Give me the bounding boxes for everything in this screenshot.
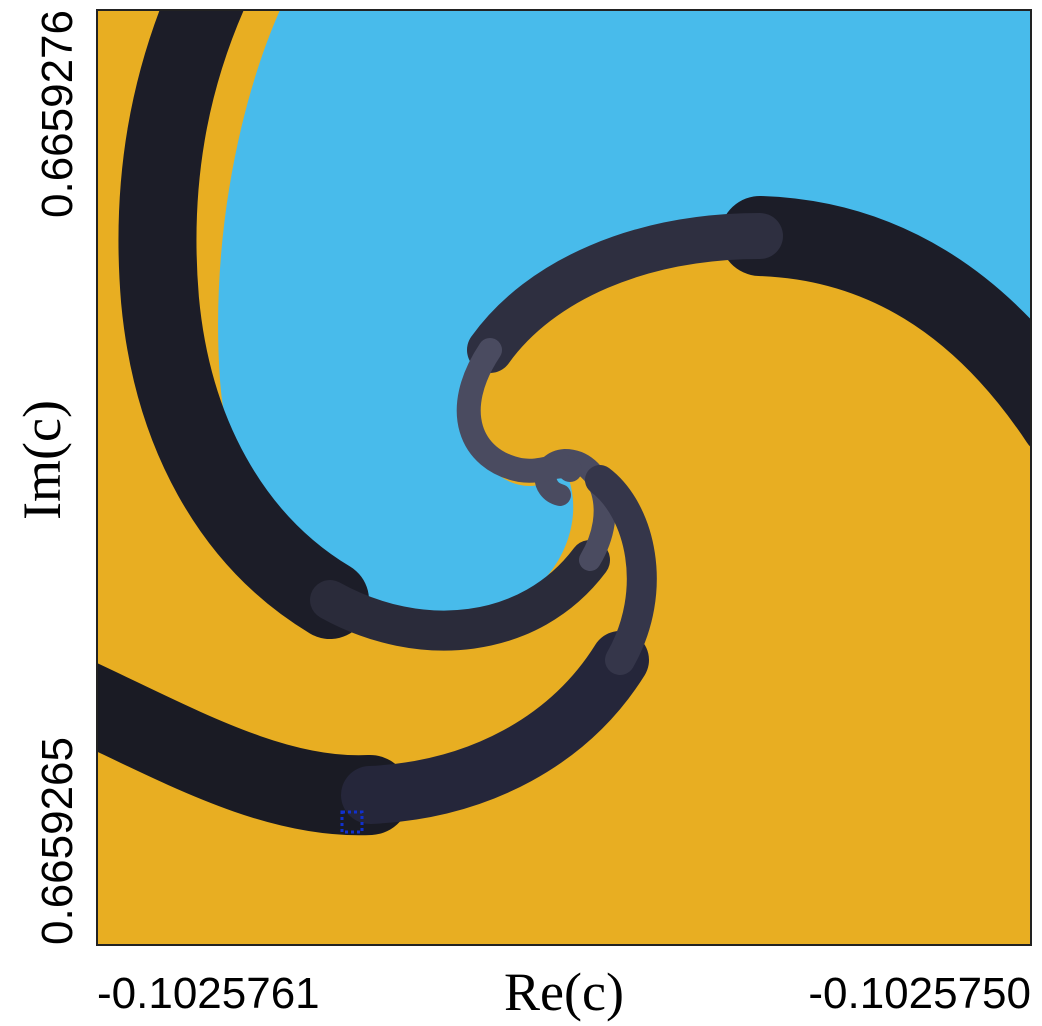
y-tick-label: 0.6659276 <box>33 10 82 218</box>
x-tick-label: -0.1025761 <box>97 969 320 1018</box>
plot-frame <box>96 9 1032 946</box>
y-tick-label: 0.6659265 <box>33 737 82 945</box>
y-axis-label: Im(c) <box>12 400 72 520</box>
x-tick-label: -0.1025750 <box>808 969 1031 1018</box>
spiral-bands <box>97 10 1031 836</box>
fractal-image <box>97 10 1031 945</box>
x-axis-label: Re(c) <box>504 962 624 1022</box>
